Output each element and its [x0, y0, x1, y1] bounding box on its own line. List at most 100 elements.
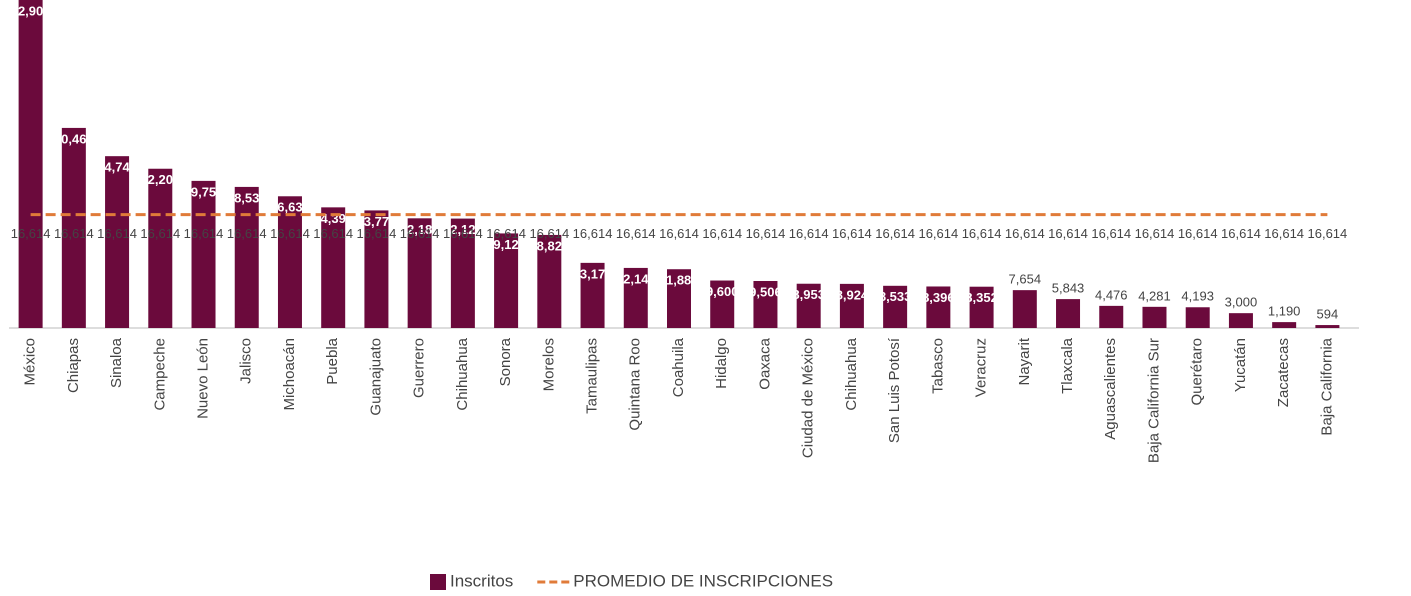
x-tick-label: Guanajuato [367, 338, 384, 416]
data-label: 16,614 [11, 226, 51, 241]
data-label: 9,600 [706, 284, 739, 299]
bar [18, 0, 43, 329]
x-tick-label: Tamaulipas [584, 338, 601, 414]
data-label: 22,127 [443, 222, 483, 237]
bar [926, 286, 951, 328]
data-label: 16,614 [875, 226, 915, 241]
bar [667, 269, 691, 328]
bar [1012, 290, 1037, 328]
bar [883, 285, 908, 328]
data-label: 18,820 [529, 238, 569, 253]
bar [1142, 306, 1167, 328]
x-tick-label: Chihuahua [843, 337, 860, 410]
data-label: 16,614 [616, 226, 656, 241]
data-label: 24,398 [313, 211, 353, 226]
x-tick-label: Guerrero [411, 338, 428, 398]
bar [364, 210, 389, 328]
bar [796, 283, 821, 328]
data-label: 26,637 [270, 200, 310, 215]
data-label: 22,180 [400, 222, 440, 237]
data-label: 16,614 [443, 226, 483, 241]
bar [321, 207, 346, 328]
bar [450, 218, 475, 328]
x-tick-label: Nayarit [1016, 337, 1033, 385]
data-label: 8,953 [792, 287, 825, 302]
x-tick-label: Yucatán [1232, 338, 1249, 392]
data-label: 16,614 [918, 226, 958, 241]
data-label: 8,533 [879, 289, 912, 304]
bar [753, 280, 778, 328]
bar [537, 234, 562, 328]
x-tick-label: Chihuahua [454, 337, 471, 410]
data-label: 16,614 [573, 226, 613, 241]
data-label: 16,614 [1221, 226, 1261, 241]
x-tick-label: San Luis Potosí [886, 337, 903, 443]
x-tick-label: Campeche [151, 338, 168, 411]
bar [191, 180, 216, 328]
data-label: 11,886 [659, 273, 698, 288]
x-tick-label: México [22, 338, 39, 386]
data-label: 40,462 [54, 131, 94, 146]
data-label: 16,614 [962, 226, 1002, 241]
bar [623, 267, 648, 328]
bar [494, 233, 519, 328]
data-label: 4,193 [1181, 289, 1214, 304]
data-label: 8,396 [922, 290, 955, 305]
data-label: 29,751 [184, 184, 224, 199]
data-label: 28,531 [227, 190, 267, 205]
x-tick-label: Coahuila [670, 337, 687, 397]
x-tick-label: Tlaxcala [1059, 337, 1076, 394]
x-tick-label: Hidalgo [713, 338, 730, 389]
x-tick-label: Tabasco [929, 338, 946, 394]
data-label: 13,172 [573, 266, 613, 281]
data-label: 19,127 [486, 237, 526, 252]
x-tick-label: Ciudad de México [800, 338, 817, 458]
data-label: 4,476 [1095, 287, 1128, 302]
x-tick-label: Nuevo León [194, 338, 211, 419]
data-label: 594 [1317, 307, 1339, 322]
x-tick-label: Chiapas [65, 338, 82, 393]
bar [1185, 307, 1210, 328]
x-tick-label: Quintana Roo [627, 338, 644, 431]
bar [969, 286, 994, 328]
data-label: 9,506 [749, 284, 782, 299]
data-label: 5,843 [1052, 281, 1085, 296]
data-label: 16,614 [97, 226, 137, 241]
x-tick-label: Morelos [540, 338, 557, 391]
data-label: 23,778 [357, 214, 397, 229]
data-label: 16,614 [270, 226, 310, 241]
data-label: 7,654 [1009, 272, 1042, 287]
data-label: 34,748 [97, 160, 137, 175]
bar [710, 280, 735, 328]
bar [1315, 325, 1340, 328]
x-tick-label: Michoacán [281, 338, 298, 411]
data-label: 16,614 [832, 226, 872, 241]
x-tick-label: Oaxaca [756, 337, 773, 389]
data-label: 12,149 [616, 271, 656, 286]
data-label: 82,901 [11, 3, 51, 18]
data-label: 16,614 [54, 226, 94, 241]
bar [105, 156, 130, 328]
x-tick-label: Jalisco [238, 338, 255, 384]
x-tick-label: Aguascalientes [1102, 338, 1119, 440]
data-label: 16,614 [140, 226, 180, 241]
x-tick-label: Puebla [324, 337, 341, 384]
bar [1228, 313, 1253, 328]
bar [1099, 305, 1124, 328]
bar [580, 262, 605, 328]
data-label: 16,614 [1005, 226, 1045, 241]
x-tick-label: Querétaro [1189, 338, 1206, 406]
data-label: 16,614 [313, 226, 353, 241]
x-tick-label: Baja California [1318, 337, 1335, 435]
data-label: 16,614 [789, 226, 829, 241]
legend-label: PROMEDIO DE INSCRIPCIONES [573, 571, 833, 590]
x-tick-label: Zacatecas [1275, 338, 1292, 407]
data-label: 3,000 [1225, 295, 1258, 310]
data-label: 16,614 [1264, 226, 1304, 241]
x-tick-label: Veracruz [973, 338, 990, 397]
data-label: 4,281 [1138, 288, 1171, 303]
data-label: 16,614 [227, 226, 267, 241]
data-label: 16,614 [184, 226, 224, 241]
bar [277, 196, 302, 328]
